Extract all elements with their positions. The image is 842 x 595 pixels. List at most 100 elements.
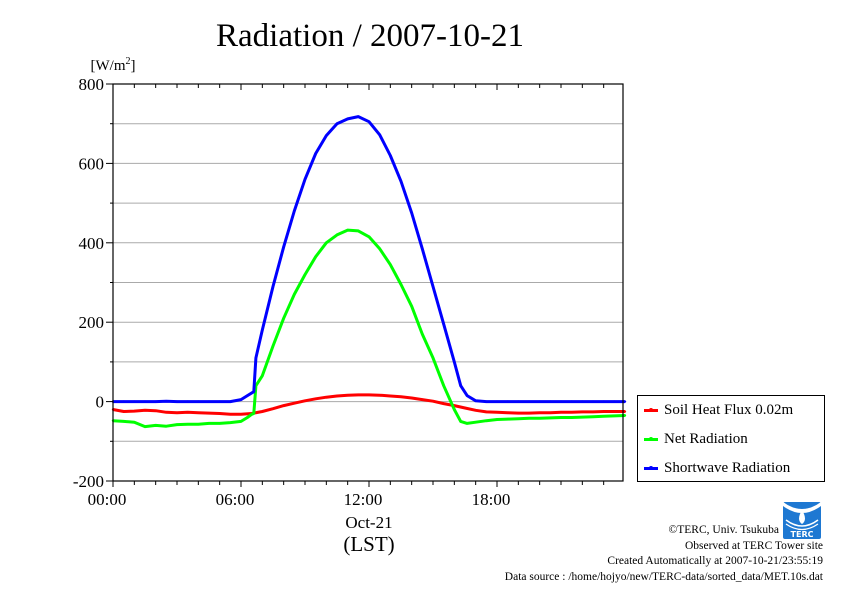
data-point	[122, 420, 125, 423]
data-point	[218, 412, 221, 415]
data-point	[357, 393, 360, 397]
data-point	[527, 400, 531, 403]
terc-logo-icon: TERC	[783, 502, 821, 539]
x-axis-date: Oct-21	[345, 513, 392, 532]
data-point	[485, 419, 488, 422]
data-point	[325, 396, 328, 399]
data-point	[442, 384, 445, 387]
data-point	[549, 416, 552, 420]
data-point	[410, 211, 413, 215]
y-tick-label: 800	[79, 75, 105, 94]
series-group	[111, 115, 627, 429]
data-point	[421, 332, 424, 336]
data-point	[591, 410, 595, 414]
data-point	[453, 360, 456, 364]
data-point	[367, 235, 371, 239]
data-point	[442, 402, 445, 405]
data-point	[421, 398, 424, 401]
data-point	[389, 263, 392, 266]
data-point	[271, 285, 275, 288]
data-point	[495, 418, 499, 421]
data-point	[559, 400, 563, 403]
grid-lines	[113, 123, 623, 442]
data-point	[485, 410, 488, 414]
data-point	[165, 425, 168, 428]
data-point	[325, 134, 328, 137]
data-point	[252, 390, 255, 393]
data-point	[229, 413, 232, 416]
data-point	[197, 400, 200, 403]
data-point	[538, 400, 541, 403]
data-point	[133, 421, 136, 424]
data-point	[197, 411, 200, 414]
x-tick-label: 12:00	[344, 490, 383, 509]
data-point	[485, 400, 488, 403]
data-point	[186, 411, 189, 414]
data-point	[517, 417, 520, 420]
data-point	[465, 394, 469, 397]
data-point	[122, 400, 125, 403]
data-point	[459, 420, 462, 423]
logo-text: TERC	[791, 530, 814, 539]
x-axis-label: (LST)	[343, 532, 394, 556]
data-point	[421, 247, 424, 250]
data-point	[623, 410, 627, 413]
data-point	[623, 414, 627, 417]
data-point	[246, 416, 249, 419]
data-point	[250, 413, 253, 416]
data-point	[389, 394, 392, 398]
data-point	[613, 414, 616, 418]
data-point	[282, 404, 285, 407]
data-point	[602, 400, 605, 403]
series-line-soil-heat-flux-0-02m	[112, 393, 625, 416]
data-point	[218, 400, 221, 403]
data-point	[399, 283, 403, 286]
data-point	[602, 415, 605, 418]
data-point	[431, 400, 435, 403]
data-point	[527, 417, 531, 420]
data-point	[527, 411, 531, 415]
data-point	[271, 344, 275, 348]
data-point	[517, 400, 520, 403]
y-axis: 800 600 400 200 0 -200	[73, 75, 113, 491]
series-line-net-radiation	[112, 228, 626, 429]
data-point	[581, 415, 584, 419]
data-point	[239, 420, 243, 423]
data-point	[346, 117, 349, 121]
data-point	[570, 416, 573, 419]
legend-item-shortwave-radiation: Shortwave Radiation	[644, 458, 790, 478]
y-axis-unit: [W/m2]	[91, 56, 136, 74]
data-point	[207, 422, 211, 425]
legend-swatch-red	[644, 407, 658, 412]
data-point	[399, 395, 403, 399]
data-point	[602, 410, 605, 413]
data-point	[570, 400, 573, 403]
data-point	[154, 409, 157, 412]
y-tick-label: -200	[73, 472, 104, 491]
data-point	[506, 400, 509, 403]
data-point	[218, 422, 221, 425]
data-point	[442, 322, 445, 326]
data-point	[165, 411, 168, 414]
data-point	[346, 394, 349, 397]
data-point	[314, 255, 317, 258]
data-point	[282, 245, 285, 248]
y-tick-label: 0	[96, 393, 105, 412]
series-line-shortwave-radiation	[113, 115, 625, 404]
data-point	[133, 409, 136, 413]
observed-text: Observed at TERC Tower site	[684, 539, 823, 552]
data-point	[367, 120, 371, 123]
data-point	[197, 423, 200, 426]
data-point	[303, 178, 307, 181]
data-point	[335, 233, 339, 237]
data-point	[271, 407, 275, 410]
data-point	[474, 409, 477, 412]
data-point	[538, 411, 541, 414]
created-text: Created Automatically at 2007-10-21/23:5…	[607, 555, 823, 567]
data-point	[254, 356, 258, 360]
data-point	[549, 400, 552, 403]
data-point	[410, 305, 413, 308]
data-point	[143, 400, 147, 403]
copyright-text: ©TERC, Univ. Tsukuba	[668, 524, 779, 536]
data-point	[623, 400, 627, 403]
